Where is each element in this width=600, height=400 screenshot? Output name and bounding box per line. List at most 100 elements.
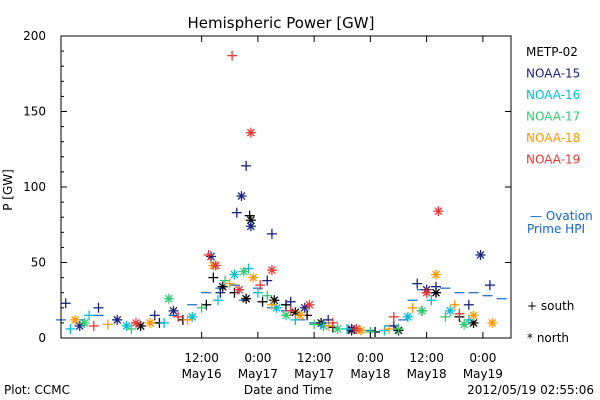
y-tick-label: 200	[23, 29, 46, 43]
data-point-metp-02	[241, 293, 252, 304]
data-point-noaa-18	[431, 269, 441, 280]
data-point-noaa-16	[426, 295, 437, 306]
data-point-noaa-17	[262, 290, 273, 301]
data-point-noaa-19	[285, 305, 296, 316]
data-point-noaa-16	[445, 305, 456, 316]
satellite-points-layer	[60, 50, 498, 337]
data-point-noaa-15	[475, 249, 486, 260]
data-point-noaa-19	[245, 127, 256, 138]
data-point-metp-02	[468, 317, 479, 328]
data-point-noaa-15	[215, 287, 226, 298]
x-tick-label: 12:00	[409, 351, 444, 365]
data-point-noaa-19	[327, 317, 338, 328]
data-point-noaa-19	[421, 287, 432, 298]
data-point-noaa-19	[388, 311, 399, 322]
data-point-noaa-17	[440, 311, 451, 322]
data-point-noaa-18	[356, 325, 366, 336]
y-tick-label: 150	[23, 105, 46, 119]
data-point-noaa-19	[88, 320, 99, 331]
data-point-noaa-19	[351, 323, 362, 334]
data-point-noaa-19	[234, 284, 245, 295]
data-point-noaa-16	[252, 287, 263, 298]
data-point-noaa-16	[402, 311, 413, 322]
y-tick-label: 100	[23, 180, 46, 194]
data-point-noaa-16	[159, 317, 170, 328]
data-point-noaa-17	[416, 305, 427, 316]
x-tick-label: 0:00	[469, 351, 496, 365]
data-point-noaa-17	[459, 319, 470, 330]
x-tick-label: 12:00	[297, 351, 332, 365]
data-point-noaa-16	[341, 323, 352, 334]
data-point-noaa-17	[238, 266, 249, 277]
data-point-noaa-17	[126, 323, 137, 334]
data-point-noaa-15	[236, 191, 247, 202]
x-tick-sublabel: May18	[350, 367, 390, 381]
data-point-noaa-15	[484, 280, 495, 291]
legend-entry-noaa-16: NOAA-16	[526, 88, 580, 102]
y-axis: 0 50 100 150 200	[23, 29, 511, 345]
data-point-metp-02	[290, 307, 301, 318]
data-point-noaa-19	[433, 206, 444, 217]
data-point-noaa-16	[121, 320, 132, 331]
data-point-noaa-18	[407, 302, 418, 313]
data-point-noaa-15	[206, 251, 216, 262]
data-point-metp-02	[245, 215, 256, 226]
data-point-noaa-15	[245, 221, 256, 232]
y-tick-label: 0	[38, 331, 46, 345]
data-point-noaa-17	[309, 319, 320, 330]
data-point-noaa-15	[241, 160, 252, 171]
data-point-noaa-15	[149, 310, 160, 321]
data-point-noaa-18	[224, 278, 235, 289]
data-point-noaa-17	[281, 310, 291, 321]
data-point-noaa-16	[463, 314, 474, 325]
data-point-noaa-15	[60, 298, 71, 309]
x-axis: 12:00 May16 0:00 May17 12:00 May17 0:00 May18 12…	[182, 36, 503, 381]
data-point-noaa-18	[145, 317, 156, 328]
data-point-noaa-19	[266, 265, 277, 276]
data-point-noaa-18	[384, 323, 395, 334]
data-point-metp-02	[269, 295, 280, 306]
data-point-noaa-16	[65, 323, 76, 334]
data-point-noaa-17	[332, 323, 343, 334]
x-tick-sublabel: May17	[238, 367, 278, 381]
model-legend-line2: Prime HPI	[527, 222, 585, 236]
data-point-noaa-15	[285, 296, 296, 307]
marker-legend-south: + south	[527, 299, 574, 313]
footer-timestamp: 2012/05/19 02:55:06	[467, 383, 594, 397]
y-tick-label: 50	[31, 256, 46, 270]
data-point-noaa-18	[295, 310, 306, 321]
x-axis-label: Date and Time	[244, 383, 332, 397]
x-tick-sublabel: May19	[463, 367, 503, 381]
data-point-noaa-18	[182, 314, 193, 325]
data-point-noaa-16	[290, 314, 301, 325]
data-point-noaa-19	[454, 308, 465, 319]
data-point-noaa-18	[449, 299, 460, 310]
data-point-noaa-18	[468, 310, 479, 321]
series-legend: METP-02 NOAA-15 NOAA-16 NOAA-17 NOAA-18 NOAA-…	[526, 45, 580, 167]
plot-frame	[60, 35, 512, 339]
data-point-noaa-16	[379, 325, 390, 336]
data-point-noaa-19	[227, 50, 238, 61]
data-point-noaa-19	[210, 260, 221, 271]
data-point-noaa-16	[229, 269, 240, 280]
data-point-noaa-16	[84, 310, 95, 321]
data-point-noaa-18	[102, 319, 113, 330]
y-axis-label: P [GW]	[1, 169, 15, 211]
legend-entry-noaa-19: NOAA-19	[526, 153, 580, 167]
data-point-noaa-19	[304, 299, 315, 310]
data-point-noaa-19	[173, 311, 184, 322]
chart-title: Hemispheric Power [GW]	[188, 14, 375, 32]
legend-entry-noaa-18: NOAA-18	[526, 131, 580, 145]
data-point-noaa-15	[168, 305, 179, 316]
data-point-noaa-19	[131, 317, 141, 328]
model-legend-line1: — Ovation	[530, 209, 593, 223]
data-point-noaa-19	[203, 249, 214, 260]
data-point-noaa-15	[231, 207, 242, 218]
data-point-metp-02	[257, 296, 268, 307]
data-point-noaa-18	[487, 317, 498, 328]
data-point-noaa-15	[112, 314, 123, 325]
data-point-noaa-15	[431, 281, 441, 292]
data-point-noaa-18	[266, 299, 277, 310]
data-point-noaa-15	[262, 275, 273, 286]
